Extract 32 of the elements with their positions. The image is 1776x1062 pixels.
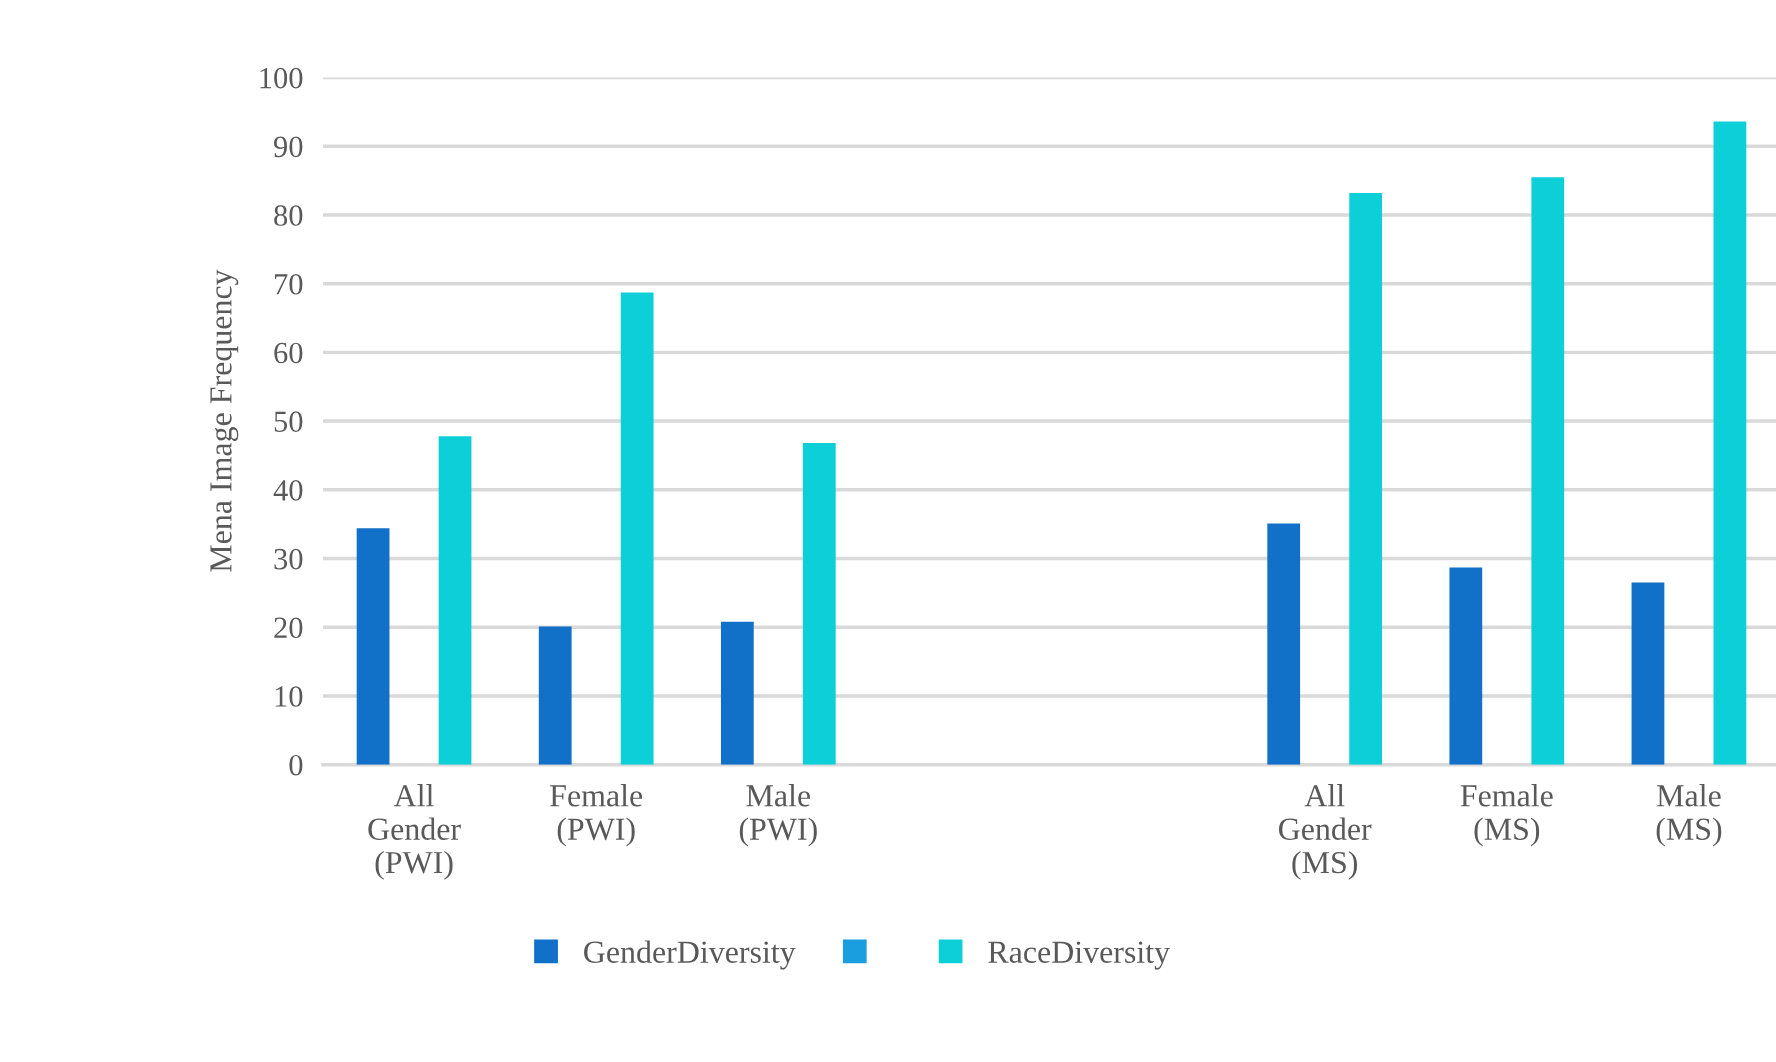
bar xyxy=(1267,523,1301,765)
y-tick-label: 20 xyxy=(274,617,303,639)
y-tick-label: 40 xyxy=(273,480,303,501)
y-tick-label: 0 xyxy=(289,754,303,776)
bar xyxy=(1531,177,1565,765)
y-axis-title: Mena Image Frequency xyxy=(210,269,239,572)
y-tick-label: 90 xyxy=(273,136,303,158)
bar xyxy=(1713,121,1747,765)
x-tick-label: Female (PWI) xyxy=(550,784,643,847)
y-tick-label: 80 xyxy=(274,205,303,226)
x-tick-label: Female (MS) xyxy=(1460,784,1553,847)
x-tick-label: All Gender (PWI) xyxy=(368,784,461,880)
y-tick-label: 50 xyxy=(274,411,303,432)
bar xyxy=(620,292,654,765)
x-tick-label: Male (MS) xyxy=(1656,784,1722,847)
bar xyxy=(1349,192,1383,765)
bar xyxy=(1449,567,1483,765)
bar xyxy=(802,443,836,765)
x-tick-label: Male (PWI) xyxy=(739,784,817,847)
y-tick-label: 100 xyxy=(260,67,303,89)
bar xyxy=(438,436,472,765)
bar xyxy=(720,621,754,765)
y-tick-label: 60 xyxy=(274,342,303,364)
y-tick-label: 30 xyxy=(274,548,303,570)
bar xyxy=(356,528,390,765)
legend-label: RaceDiversity xyxy=(988,941,1170,970)
x-tick-label: All Gender (MS) xyxy=(1278,784,1372,880)
legend-label: GenderDiversity xyxy=(584,940,796,970)
y-tick-label: 70 xyxy=(275,273,303,295)
y-tick-label: 10 xyxy=(275,686,303,707)
bar xyxy=(1631,582,1665,765)
bar xyxy=(538,626,572,765)
